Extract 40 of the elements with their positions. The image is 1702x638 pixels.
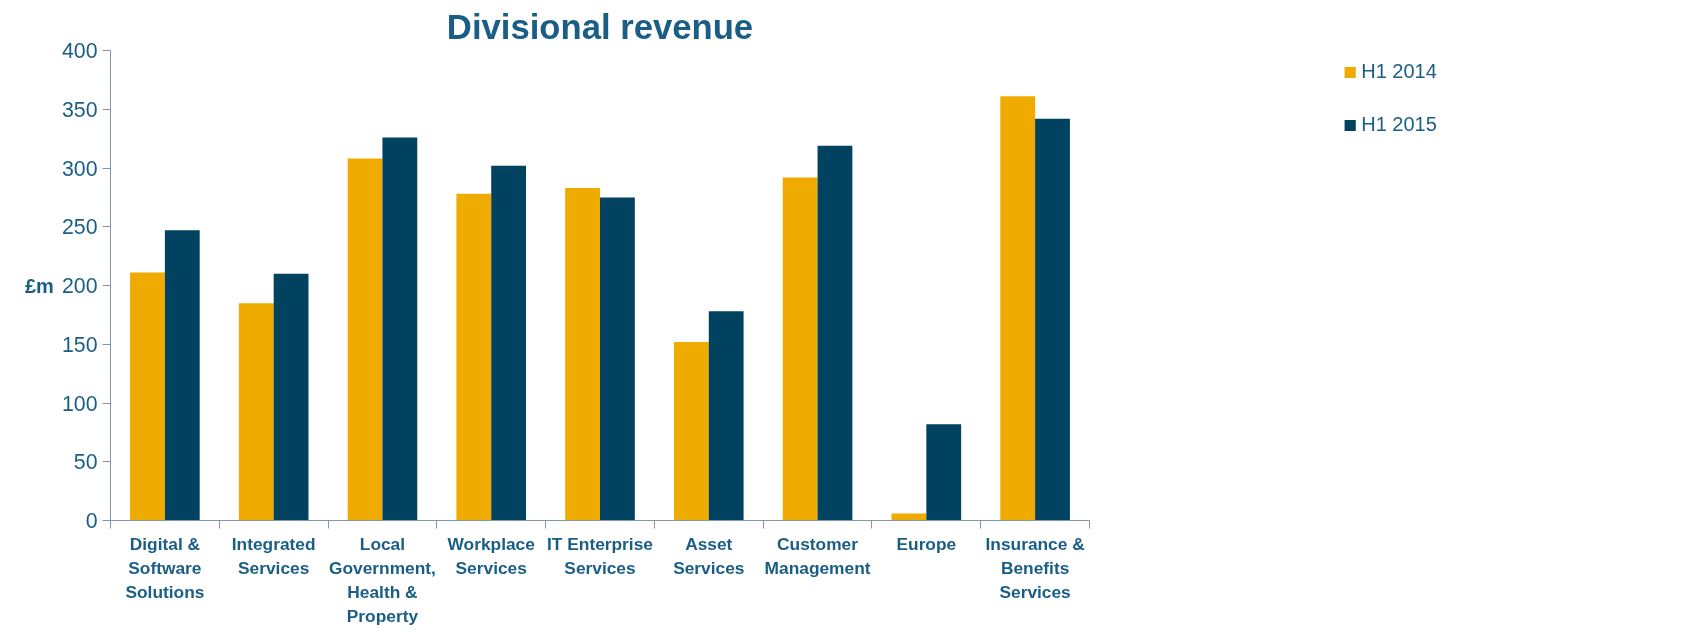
bar xyxy=(456,193,492,521)
y-tick-label: 250 xyxy=(61,215,98,240)
bar xyxy=(491,165,527,521)
y-tick-label: 350 xyxy=(61,97,98,122)
x-tick-label: Asset Services xyxy=(673,533,745,578)
legend-label: H1 2014 xyxy=(1361,60,1437,83)
chart-title: Divisional revenue xyxy=(446,7,754,46)
bar xyxy=(130,272,165,521)
bar xyxy=(347,158,383,521)
y-tick-label: 100 xyxy=(61,391,98,416)
x-tick-label: IT Enterprise Services xyxy=(547,533,654,578)
y-tick-label: 150 xyxy=(61,332,98,357)
y-tick-label: 400 xyxy=(61,39,98,63)
bar xyxy=(273,273,309,521)
y-tick-label: 200 xyxy=(61,274,98,298)
bar xyxy=(817,145,853,521)
x-tick-label: Local Government, Health & Property xyxy=(329,533,436,626)
x-tick-label: Europe xyxy=(896,533,957,554)
bar xyxy=(673,341,709,521)
x-tick-label: Digital & Software Solutions xyxy=(125,533,205,602)
bar xyxy=(1035,118,1070,521)
bar xyxy=(565,187,600,521)
bar xyxy=(238,303,274,521)
x-tick-label: Customer Management xyxy=(764,533,871,578)
bar xyxy=(782,177,818,521)
y-axis-title: £m xyxy=(25,274,54,297)
bar xyxy=(926,424,962,521)
bar xyxy=(891,513,927,521)
x-tick-label: Workplace Services xyxy=(447,533,536,578)
y-tick-label: 300 xyxy=(61,156,98,181)
x-tick-label: Integrated Services xyxy=(231,533,316,578)
x-tick-label: Insurance & Benefits Services xyxy=(985,533,1085,602)
legend-label: H1 2015 xyxy=(1361,113,1437,136)
y-tick-label: 50 xyxy=(73,450,98,475)
bar xyxy=(1000,96,1036,521)
bar xyxy=(600,197,635,521)
y-tick-label: 0 xyxy=(85,509,98,533)
bar xyxy=(164,230,200,521)
bar xyxy=(382,137,418,521)
bar xyxy=(708,311,744,521)
